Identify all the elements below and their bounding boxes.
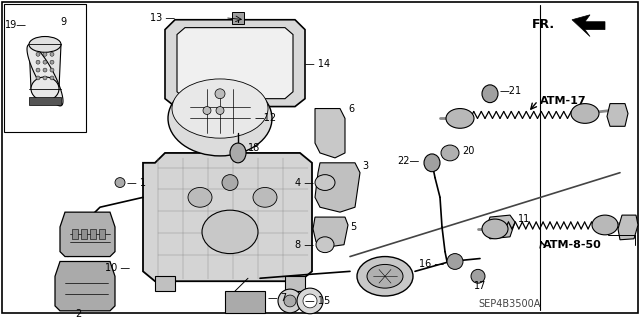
Ellipse shape (230, 143, 246, 163)
Text: 9: 9 (60, 17, 66, 27)
Bar (72, 229, 78, 239)
Text: 13 —: 13 — (150, 13, 175, 23)
Text: ATM-8-50: ATM-8-50 (543, 240, 602, 250)
Bar (155, 276, 175, 291)
Text: 19—: 19— (5, 20, 27, 30)
Text: SEP4B3500A: SEP4B3500A (479, 299, 541, 309)
Ellipse shape (36, 60, 40, 64)
Ellipse shape (43, 52, 47, 56)
Ellipse shape (571, 104, 599, 123)
Bar (225, 291, 265, 313)
Ellipse shape (446, 108, 474, 128)
Ellipse shape (357, 256, 413, 296)
Bar (232, 12, 244, 24)
Ellipse shape (43, 76, 47, 80)
Ellipse shape (441, 145, 459, 161)
Text: 10 —: 10 — (105, 263, 130, 273)
Ellipse shape (215, 89, 225, 99)
Bar (81, 229, 87, 239)
Text: 5: 5 (350, 222, 356, 232)
Ellipse shape (50, 52, 54, 56)
Ellipse shape (43, 68, 47, 72)
Ellipse shape (278, 289, 302, 313)
Ellipse shape (222, 175, 238, 190)
Text: 20: 20 (462, 146, 474, 156)
Ellipse shape (202, 210, 258, 254)
Ellipse shape (284, 295, 296, 307)
Ellipse shape (482, 85, 498, 103)
Ellipse shape (50, 60, 54, 64)
Polygon shape (315, 108, 345, 158)
Ellipse shape (50, 68, 54, 72)
Text: 17: 17 (474, 281, 486, 291)
Polygon shape (165, 20, 305, 107)
Ellipse shape (592, 215, 618, 235)
Bar (90, 229, 96, 239)
Text: ATM-17: ATM-17 (540, 96, 587, 106)
Ellipse shape (367, 264, 403, 288)
Text: 3: 3 (362, 161, 368, 171)
Bar (4, 4, 86, 132)
Text: 4 —: 4 — (295, 178, 314, 188)
Ellipse shape (471, 269, 485, 283)
Ellipse shape (31, 77, 59, 101)
Ellipse shape (303, 294, 317, 308)
Text: — 7: — 7 (268, 293, 287, 303)
Polygon shape (607, 104, 628, 126)
Text: — 14: — 14 (305, 59, 330, 69)
Ellipse shape (253, 188, 277, 207)
Text: — 15: — 15 (305, 296, 330, 306)
Ellipse shape (316, 237, 334, 253)
Ellipse shape (424, 154, 440, 172)
Polygon shape (572, 15, 605, 36)
Polygon shape (313, 217, 348, 247)
Text: —21: —21 (500, 86, 522, 96)
Polygon shape (315, 163, 360, 212)
Text: 2: 2 (75, 309, 81, 319)
Text: 6: 6 (348, 104, 354, 114)
Text: 16 —: 16 — (419, 259, 444, 270)
Polygon shape (177, 28, 293, 99)
Ellipse shape (115, 178, 125, 188)
Text: —12: —12 (255, 114, 277, 123)
Text: 22—: 22— (397, 156, 420, 166)
Ellipse shape (43, 60, 47, 64)
Ellipse shape (50, 76, 54, 80)
Text: — 1: — 1 (127, 178, 146, 188)
Bar (29, 97, 61, 105)
Ellipse shape (315, 175, 335, 190)
Polygon shape (27, 44, 63, 106)
Polygon shape (143, 153, 312, 281)
Ellipse shape (29, 36, 61, 52)
Polygon shape (29, 44, 61, 89)
Bar (285, 276, 305, 291)
Ellipse shape (172, 79, 268, 138)
Ellipse shape (447, 254, 463, 269)
Ellipse shape (36, 52, 40, 56)
Text: 8 —: 8 — (295, 240, 314, 250)
Polygon shape (485, 215, 515, 239)
Ellipse shape (36, 76, 40, 80)
Bar (99, 229, 105, 239)
Ellipse shape (203, 107, 211, 115)
Ellipse shape (168, 81, 272, 156)
Text: FR.: FR. (532, 18, 555, 31)
Text: 11: 11 (518, 214, 531, 224)
Polygon shape (60, 212, 115, 256)
Ellipse shape (216, 107, 224, 115)
Text: 18: 18 (248, 143, 260, 153)
Ellipse shape (188, 188, 212, 207)
Polygon shape (55, 262, 115, 311)
Polygon shape (618, 215, 638, 240)
Ellipse shape (36, 68, 40, 72)
Ellipse shape (297, 288, 323, 314)
Ellipse shape (482, 219, 508, 239)
